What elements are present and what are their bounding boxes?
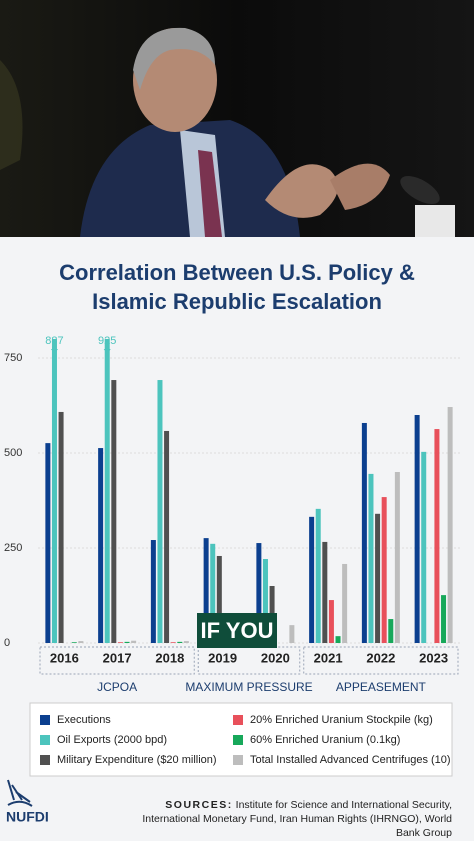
period-bracket <box>303 646 459 675</box>
bar <box>335 636 341 643</box>
x-tick-label: 2016 <box>50 650 79 665</box>
legend-marker <box>40 715 50 725</box>
y-tick-label: 750 <box>4 352 22 364</box>
sources-text: Institute for Science and International … <box>142 799 452 839</box>
bar <box>177 641 183 643</box>
bar <box>58 411 64 643</box>
legend-label: Military Expenditure ($20 million) <box>57 754 217 766</box>
logo-icon <box>7 779 33 807</box>
x-tick-label: 2021 <box>314 650 343 665</box>
bar <box>150 540 156 643</box>
bar <box>361 422 367 643</box>
x-tick-label: 2023 <box>419 650 448 665</box>
overflow-arrow <box>50 349 58 354</box>
legend-label: Executions <box>57 714 111 726</box>
bar <box>342 563 348 643</box>
bar <box>216 555 222 643</box>
bar <box>124 641 130 643</box>
x-tick-label: 2019 <box>208 650 237 665</box>
bar <box>98 448 104 643</box>
bar <box>388 619 394 643</box>
legend-marker <box>233 715 243 725</box>
bar <box>104 339 110 643</box>
period-label: MAXIMUM PRESSURE <box>185 680 312 694</box>
overflow-arrow <box>103 349 111 354</box>
bar <box>117 642 123 643</box>
bar <box>441 595 447 643</box>
bar <box>256 543 262 643</box>
legend-marker <box>40 735 50 745</box>
bar <box>183 641 189 643</box>
bar <box>375 513 381 643</box>
y-tick-label: 250 <box>4 542 22 554</box>
y-tick-label: 500 <box>4 447 22 459</box>
legend-label: Oil Exports (2000 bpd) <box>57 734 167 746</box>
value-label: 925 <box>98 335 116 347</box>
bar <box>210 543 216 643</box>
bar <box>309 516 315 643</box>
legend-label: Total Installed Advanced Centrifuges (10… <box>250 754 451 766</box>
legend-marker <box>233 735 243 745</box>
y-tick-label: 0 <box>4 637 10 649</box>
bar <box>394 472 400 643</box>
overlay-caption: IF YOU <box>201 618 274 643</box>
bar <box>71 642 77 643</box>
bar <box>203 538 209 643</box>
legend-label: 20% Enriched Uranium Stockpile (kg) <box>250 714 433 726</box>
bar <box>447 407 453 643</box>
x-tick-label: 2020 <box>261 650 290 665</box>
bar <box>111 380 117 643</box>
legend-marker <box>233 755 243 765</box>
x-tick-label: 2022 <box>366 650 395 665</box>
caption-box <box>197 613 277 648</box>
bar <box>434 429 440 643</box>
legend-marker <box>40 755 50 765</box>
photo <box>0 0 474 237</box>
period-label: JCPOA <box>97 680 137 694</box>
x-tick-label: 2018 <box>155 650 184 665</box>
bar <box>315 508 321 643</box>
bar <box>262 559 268 643</box>
sources: SOURCES: Institute for Science and Inter… <box>130 798 452 840</box>
x-tick-label: 2017 <box>103 650 132 665</box>
value-label: 887 <box>45 335 63 347</box>
sources-label: SOURCES: <box>165 799 233 811</box>
legend-label: 60% Enriched Uranium (0.1kg) <box>250 734 400 746</box>
bar <box>164 430 170 643</box>
chart-title: Correlation Between U.S. Policy & Islami… <box>59 260 415 314</box>
bar <box>51 339 57 643</box>
bar <box>322 541 328 643</box>
bar <box>381 497 387 643</box>
period-bracket <box>39 646 195 675</box>
bar <box>157 380 163 643</box>
bar <box>368 473 374 643</box>
bar <box>289 625 295 643</box>
bar <box>78 641 84 643</box>
bar <box>421 451 427 643</box>
bar <box>45 443 51 643</box>
period-label: APPEASEMENT <box>336 680 427 694</box>
bar <box>170 642 176 643</box>
bar <box>328 600 334 643</box>
bar <box>414 415 420 643</box>
bar <box>131 640 137 643</box>
logo-text: NUFDI <box>6 809 49 825</box>
